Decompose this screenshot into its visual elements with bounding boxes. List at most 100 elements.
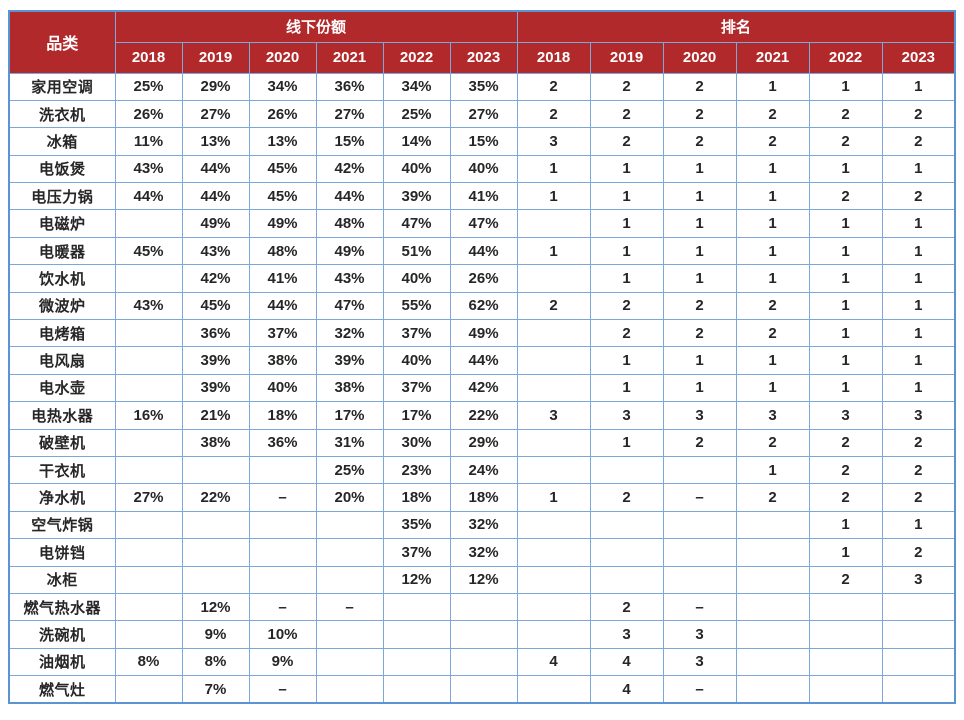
- rank-cell: 2: [662, 291, 737, 321]
- category-cell: 电水壶: [8, 373, 116, 403]
- share-cell: [315, 538, 384, 567]
- share-cell: [449, 647, 518, 677]
- share-cell: 45%: [248, 154, 317, 184]
- rank-cell: 2: [881, 127, 956, 156]
- share-cell: 18%: [248, 401, 317, 430]
- rank-cell: 2: [589, 99, 664, 129]
- rank-cell: 1: [881, 319, 956, 348]
- share-cell: 39%: [382, 182, 451, 211]
- rank-cell: [516, 592, 591, 622]
- share-cell: 18%: [382, 483, 451, 512]
- rank-cell: 2: [735, 483, 810, 512]
- share-cell: 40%: [248, 373, 317, 403]
- share-cell: 35%: [382, 510, 451, 540]
- rank-cell: 1: [881, 209, 956, 238]
- table-row: 微波炉 43% 45% 44% 47% 55% 62% 2 2 2 2 1 1: [8, 291, 956, 321]
- rank-cell: 1: [735, 264, 810, 293]
- table-row: 电暖器 45% 43% 48% 49% 51% 44% 1 1 1 1 1 1: [8, 236, 956, 266]
- rank-cell: [662, 510, 737, 540]
- rank-cell: [589, 565, 664, 594]
- rank-cell: 1: [808, 346, 883, 375]
- rank-year-header-2021: 2021: [735, 41, 810, 74]
- rank-cell: 2: [516, 291, 591, 321]
- rank-cell: [516, 620, 591, 649]
- rank-cell: 3: [516, 401, 591, 430]
- rank-cell: 1: [735, 182, 810, 211]
- share-cell: 25%: [315, 455, 384, 485]
- share-cell: 29%: [449, 428, 518, 457]
- share-cell: 12%: [181, 592, 250, 622]
- share-cell: 18%: [449, 483, 518, 512]
- share-cell: [315, 620, 384, 649]
- rank-cell: 1: [808, 209, 883, 238]
- share-cell: [114, 346, 183, 375]
- rank-cell: 1: [735, 373, 810, 403]
- rank-cell: [735, 647, 810, 677]
- category-cell: 洗衣机: [8, 99, 116, 129]
- share-cell: [449, 592, 518, 622]
- table-row: 冰箱 11% 13% 13% 15% 14% 15% 3 2 2 2 2 2: [8, 127, 956, 156]
- share-cell: 34%: [248, 72, 317, 101]
- rank-cell: 1: [808, 154, 883, 184]
- rank-cell: [881, 675, 956, 704]
- rank-cell: 1: [881, 346, 956, 375]
- share-cell: 39%: [315, 346, 384, 375]
- table-row: 空气炸锅 35% 32% 1 1: [8, 510, 956, 540]
- category-cell: 燃气灶: [8, 675, 116, 704]
- rank-cell: 1: [735, 346, 810, 375]
- category-cell: 电烤箱: [8, 319, 116, 348]
- share-cell: [181, 455, 250, 485]
- category-cell: 饮水机: [8, 264, 116, 293]
- rank-cell: [808, 675, 883, 704]
- share-cell: –: [248, 592, 317, 622]
- share-cell: 14%: [382, 127, 451, 156]
- rank-cell: 3: [516, 127, 591, 156]
- category-column-header: 品类: [8, 10, 116, 74]
- rank-cell: 1: [808, 291, 883, 321]
- rank-cell: 2: [735, 127, 810, 156]
- share-cell: [382, 592, 451, 622]
- share-cell: 44%: [114, 182, 183, 211]
- rank-cell: [735, 675, 810, 704]
- rank-cell: –: [662, 483, 737, 512]
- category-cell: 洗碗机: [8, 620, 116, 649]
- rank-cell: 1: [808, 264, 883, 293]
- rank-cell: [516, 209, 591, 238]
- category-cell: 电暖器: [8, 236, 116, 266]
- rank-cell: 1: [662, 209, 737, 238]
- rank-cell: [662, 538, 737, 567]
- rank-cell: [735, 592, 810, 622]
- share-cell: 21%: [181, 401, 250, 430]
- share-cell: 17%: [382, 401, 451, 430]
- share-cell: 44%: [248, 291, 317, 321]
- rank-cell: [516, 455, 591, 485]
- rank-cell: 2: [735, 319, 810, 348]
- share-cell: 40%: [449, 154, 518, 184]
- rank-cell: 2: [589, 127, 664, 156]
- rank-cell: [881, 592, 956, 622]
- share-cell: 32%: [449, 510, 518, 540]
- table-row: 电饼铛 37% 32% 1 2: [8, 538, 956, 567]
- category-cell: 电热水器: [8, 401, 116, 430]
- rank-cell: [516, 319, 591, 348]
- rank-cell: 1: [808, 319, 883, 348]
- share-cell: 17%: [315, 401, 384, 430]
- rank-cell: 1: [881, 236, 956, 266]
- rank-cell: 1: [735, 72, 810, 101]
- share-cell: [382, 675, 451, 704]
- rank-cell: 2: [662, 72, 737, 101]
- rank-cell: 3: [662, 620, 737, 649]
- share-cell: [114, 428, 183, 457]
- rank-cell: 1: [808, 373, 883, 403]
- rank-cell: 1: [589, 264, 664, 293]
- share-cell: [248, 538, 317, 567]
- category-cell: 燃气热水器: [8, 592, 116, 622]
- rank-cell: [808, 647, 883, 677]
- share-cell: 39%: [181, 373, 250, 403]
- rank-cell: 1: [662, 373, 737, 403]
- share-cell: 44%: [315, 182, 384, 211]
- rank-cell: 3: [881, 401, 956, 430]
- category-cell: 油烟机: [8, 647, 116, 677]
- rank-cell: 1: [662, 182, 737, 211]
- share-cell: 38%: [248, 346, 317, 375]
